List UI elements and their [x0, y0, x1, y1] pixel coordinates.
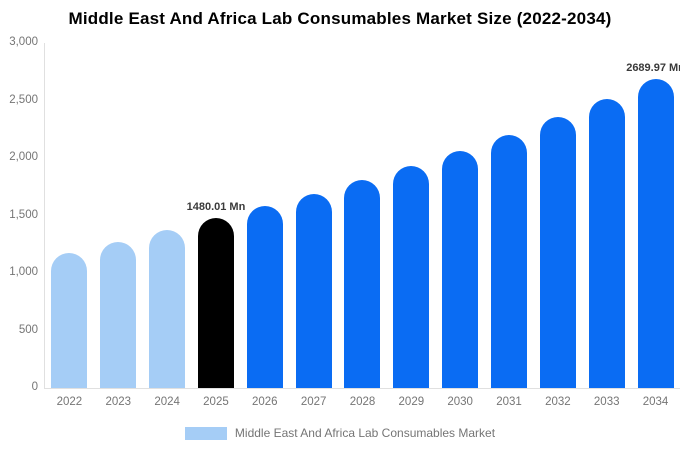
- x-tick-2031: 2031: [496, 396, 522, 408]
- bar-column-2026: 2026: [240, 43, 289, 408]
- bar-column-2027: 2027: [289, 43, 338, 408]
- bar-column-2022: 2022: [45, 43, 94, 408]
- x-tick-2032: 2032: [545, 396, 571, 408]
- data-label-2034: 2689.97 Mn: [626, 61, 680, 74]
- x-tick-2027: 2027: [300, 396, 327, 408]
- x-tick-2028: 2028: [349, 396, 376, 408]
- x-tick-2034: 2034: [642, 396, 669, 408]
- bar-column-2033: 2033: [582, 43, 631, 408]
- bar-2032[interactable]: [539, 117, 576, 388]
- legend-swatch-icon: [184, 426, 227, 440]
- bar-2028[interactable]: [344, 180, 381, 388]
- bar-column-2031: 2031: [485, 43, 534, 408]
- bar-2033[interactable]: [588, 98, 625, 388]
- y-tick-1000: 1,000: [9, 266, 38, 278]
- chart-title: Middle East And Africa Lab Consumables M…: [68, 9, 612, 28]
- plot-area: 2022 2023 2024 1480.01 Mn 2025 2026 2027 2028 20…: [44, 43, 680, 408]
- y-tick-2500: 2,500: [9, 93, 38, 106]
- x-tick-2022: 2022: [56, 396, 83, 408]
- y-tick-0: 0: [31, 381, 38, 393]
- x-tick-2025: 2025: [203, 396, 229, 408]
- bar-2029[interactable]: [393, 166, 430, 388]
- bar-column-2034: 2689.97 Mn 2034: [626, 43, 680, 408]
- bar-column-2024: 2024: [143, 43, 192, 408]
- bar-column-2030: 2030: [436, 43, 485, 408]
- x-tick-2026: 2026: [252, 396, 278, 408]
- x-tick-2023: 2023: [105, 396, 132, 408]
- x-tick-2033: 2033: [593, 396, 620, 408]
- legend-item[interactable]: Middle East And Africa Lab Consumables M…: [0, 426, 680, 440]
- x-tick-2024: 2024: [154, 396, 180, 408]
- bar-2023[interactable]: [100, 242, 137, 388]
- y-tick-2000: 2,000: [9, 151, 38, 163]
- bar-2024[interactable]: [149, 230, 186, 388]
- data-label-2025: 1480.01 Mn: [186, 200, 246, 213]
- bar-column-2029: 2029: [387, 43, 436, 408]
- bar-column-2032: 2032: [533, 43, 582, 408]
- bar-2034[interactable]: [637, 78, 674, 388]
- bar-2030[interactable]: [442, 150, 479, 388]
- y-tick-500: 500: [18, 323, 38, 336]
- bar-column-2023: 2023: [94, 43, 143, 408]
- bar-2031[interactable]: [491, 134, 528, 388]
- bar-2022[interactable]: [51, 252, 88, 388]
- x-tick-2029: 2029: [398, 396, 425, 408]
- y-tick-1500: 1,500: [9, 208, 38, 221]
- bar-2025[interactable]: [197, 217, 234, 388]
- bar-column-2025: 1480.01 Mn 2025: [187, 43, 246, 408]
- bar-2027[interactable]: [295, 193, 332, 388]
- bar-column-2028: 2028: [338, 43, 387, 408]
- bar-2026[interactable]: [246, 206, 283, 388]
- x-tick-2030: 2030: [447, 396, 473, 408]
- y-tick-3000: 3,000: [9, 36, 38, 48]
- legend-label: Middle East And Africa Lab Consumables M…: [234, 426, 496, 440]
